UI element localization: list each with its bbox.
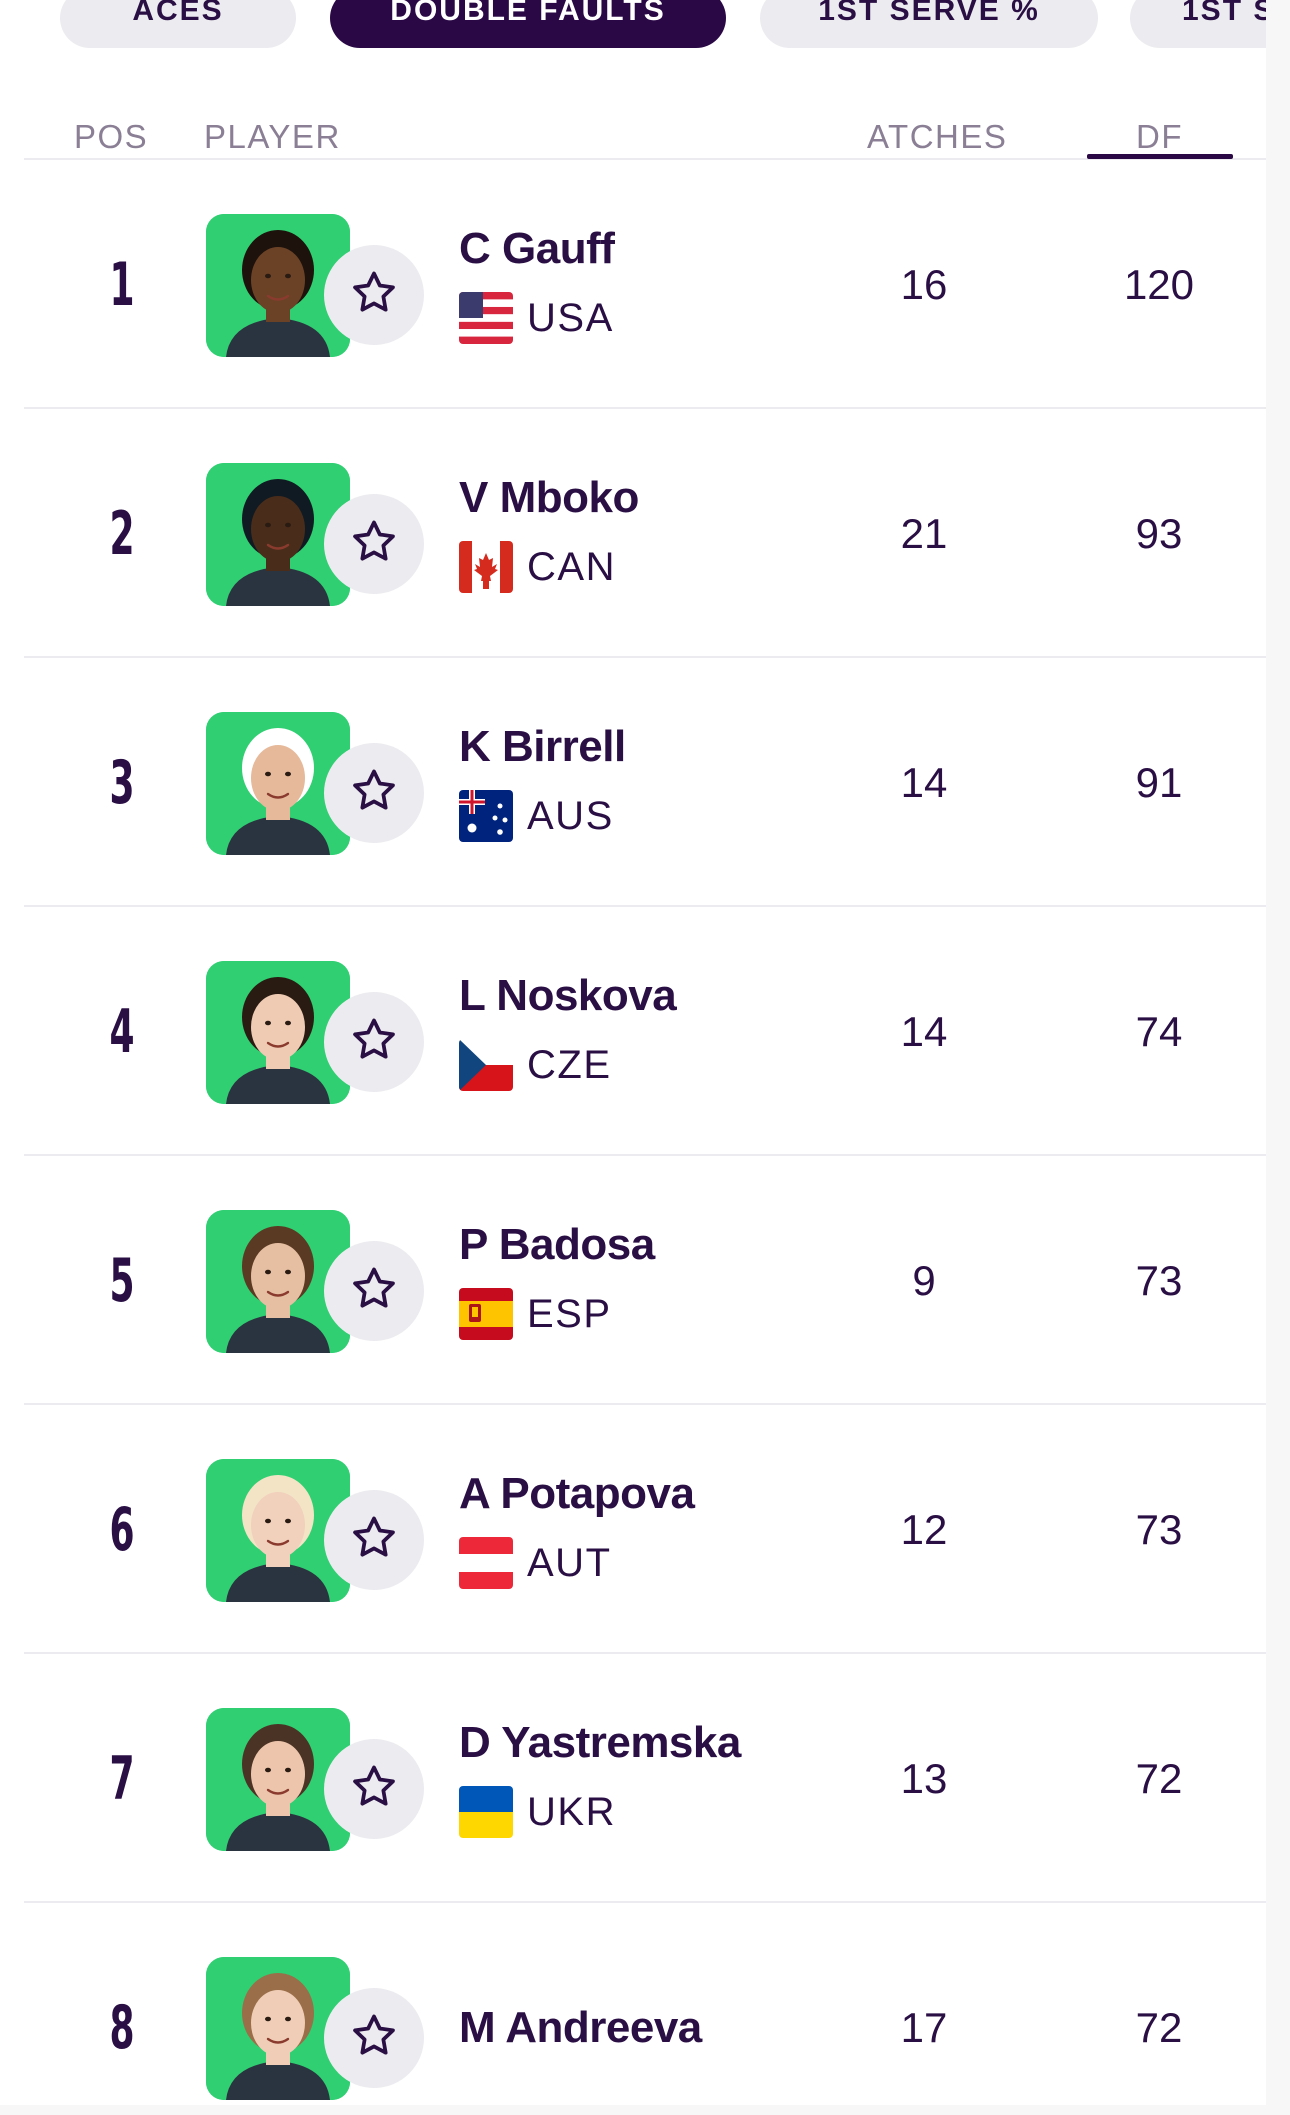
player-photo[interactable] bbox=[206, 712, 350, 855]
stat-tabs: ACES DOUBLE FAULTS 1ST SERVE % 1ST SE bbox=[24, 0, 1266, 48]
player-country: UKR bbox=[459, 1786, 616, 1838]
double-faults-value: 73 bbox=[1135, 1505, 1183, 1553]
star-outline-icon bbox=[349, 1762, 399, 1817]
header-player[interactable]: PLAYER bbox=[204, 118, 341, 155]
bottom-margin bbox=[0, 2105, 1290, 2115]
rank-position: 2 bbox=[109, 498, 135, 569]
table-row[interactable]: 5 P Badosa ESP 9 73 bbox=[24, 1156, 1266, 1405]
header-df[interactable]: DF bbox=[1136, 118, 1183, 155]
player-country: AUT bbox=[459, 1537, 612, 1589]
rank-position: 7 bbox=[109, 1743, 135, 1814]
double-faults-value: 73 bbox=[1135, 1256, 1183, 1304]
star-outline-icon bbox=[349, 1513, 399, 1568]
favorite-button[interactable] bbox=[324, 1739, 424, 1839]
usa-flag-icon bbox=[459, 292, 513, 344]
country-code: CAN bbox=[527, 544, 616, 589]
country-code: CZE bbox=[527, 1042, 612, 1087]
table-row[interactable]: 7 D Yastremska UKR 13 72 bbox=[24, 1654, 1266, 1903]
star-outline-icon bbox=[349, 517, 399, 572]
matches-value: 13 bbox=[900, 1754, 948, 1802]
table-row[interactable]: 3 K Birrell AUS 14 91 bbox=[24, 658, 1266, 907]
favorite-button[interactable] bbox=[324, 992, 424, 1092]
player-name[interactable]: D Yastremska bbox=[459, 1718, 741, 1767]
player-name[interactable]: K Birrell bbox=[459, 722, 626, 771]
aus-flag-icon bbox=[459, 790, 513, 842]
player-photo[interactable] bbox=[206, 1459, 350, 1602]
double-faults-value: 93 bbox=[1135, 509, 1183, 557]
can-flag-icon bbox=[459, 541, 513, 593]
tab-1st-serve-pct[interactable]: 1ST SERVE % bbox=[760, 0, 1098, 48]
star-outline-icon bbox=[349, 766, 399, 821]
star-outline-icon bbox=[349, 1015, 399, 1070]
star-outline-icon bbox=[349, 268, 399, 323]
player-name[interactable]: A Potapova bbox=[459, 1469, 695, 1518]
double-faults-value: 120 bbox=[1123, 260, 1195, 308]
matches-value: 21 bbox=[900, 509, 948, 557]
rank-position: 6 bbox=[109, 1494, 135, 1565]
player-name[interactable]: L Noskova bbox=[459, 971, 677, 1020]
rank-position: 5 bbox=[109, 1245, 135, 1316]
esp-flag-icon bbox=[459, 1288, 513, 1340]
rank-position: 4 bbox=[109, 996, 135, 1067]
tab-aces[interactable]: ACES bbox=[60, 0, 296, 48]
favorite-button[interactable] bbox=[324, 1241, 424, 1341]
table-row[interactable]: 6 A Potapova AUT 12 73 bbox=[24, 1405, 1266, 1654]
player-name[interactable]: V Mboko bbox=[459, 473, 639, 522]
table-row[interactable]: 4 L Noskova CZE 14 74 bbox=[24, 907, 1266, 1156]
country-code: AUT bbox=[527, 1540, 612, 1585]
player-name[interactable]: P Badosa bbox=[459, 1220, 655, 1269]
country-code: AUS bbox=[527, 793, 614, 838]
star-outline-icon bbox=[349, 1264, 399, 1319]
rank-position: 1 bbox=[109, 249, 135, 320]
table-row[interactable]: 8 M Andreeva 17 72 bbox=[24, 1903, 1266, 2105]
player-name[interactable]: M Andreeva bbox=[459, 2003, 702, 2052]
player-country: USA bbox=[459, 292, 614, 344]
right-margin bbox=[1266, 0, 1290, 2115]
double-faults-value: 72 bbox=[1135, 1754, 1183, 1802]
matches-value: 17 bbox=[900, 2003, 948, 2051]
favorite-button[interactable] bbox=[324, 245, 424, 345]
player-country: ESP bbox=[459, 1288, 612, 1340]
double-faults-value: 72 bbox=[1135, 2003, 1183, 2051]
favorite-button[interactable] bbox=[324, 1988, 424, 2088]
cze-flag-icon bbox=[459, 1039, 513, 1091]
ukr-flag-icon bbox=[459, 1786, 513, 1838]
header-matches[interactable]: ATCHES bbox=[867, 118, 1008, 155]
aut-flag-icon bbox=[459, 1537, 513, 1589]
stats-page: ACES DOUBLE FAULTS 1ST SERVE % 1ST SE PO… bbox=[24, 0, 1266, 2105]
sort-indicator bbox=[1087, 154, 1233, 159]
matches-value: 9 bbox=[912, 1256, 936, 1304]
table-row[interactable]: 1 C Gauff USA 16 120 bbox=[24, 160, 1266, 409]
player-name[interactable]: C Gauff bbox=[459, 224, 615, 273]
player-country: CAN bbox=[459, 541, 616, 593]
tab-1st-serve-won[interactable]: 1ST SE bbox=[1130, 0, 1266, 48]
matches-value: 12 bbox=[900, 1505, 948, 1553]
country-code: UKR bbox=[527, 1789, 616, 1834]
country-code: USA bbox=[527, 295, 614, 340]
header-pos[interactable]: POS bbox=[74, 118, 149, 155]
player-photo[interactable] bbox=[206, 961, 350, 1104]
double-faults-value: 91 bbox=[1135, 758, 1183, 806]
favorite-button[interactable] bbox=[324, 1490, 424, 1590]
player-photo[interactable] bbox=[206, 1957, 350, 2100]
matches-value: 16 bbox=[900, 260, 948, 308]
matches-value: 14 bbox=[900, 758, 948, 806]
player-country: CZE bbox=[459, 1039, 612, 1091]
player-photo[interactable] bbox=[206, 1708, 350, 1851]
rank-position: 8 bbox=[109, 1992, 135, 2063]
favorite-button[interactable] bbox=[324, 743, 424, 843]
tab-double-faults[interactable]: DOUBLE FAULTS bbox=[330, 0, 726, 48]
table-header: POS PLAYER ATCHES DF bbox=[24, 112, 1266, 160]
country-code: ESP bbox=[527, 1291, 612, 1336]
double-faults-value: 74 bbox=[1135, 1007, 1183, 1055]
player-country: AUS bbox=[459, 790, 614, 842]
rank-position: 3 bbox=[109, 747, 135, 818]
favorite-button[interactable] bbox=[324, 494, 424, 594]
star-outline-icon bbox=[349, 2011, 399, 2066]
matches-value: 14 bbox=[900, 1007, 948, 1055]
table-row[interactable]: 2 V Mboko CAN 21 93 bbox=[24, 409, 1266, 658]
player-photo[interactable] bbox=[206, 214, 350, 357]
